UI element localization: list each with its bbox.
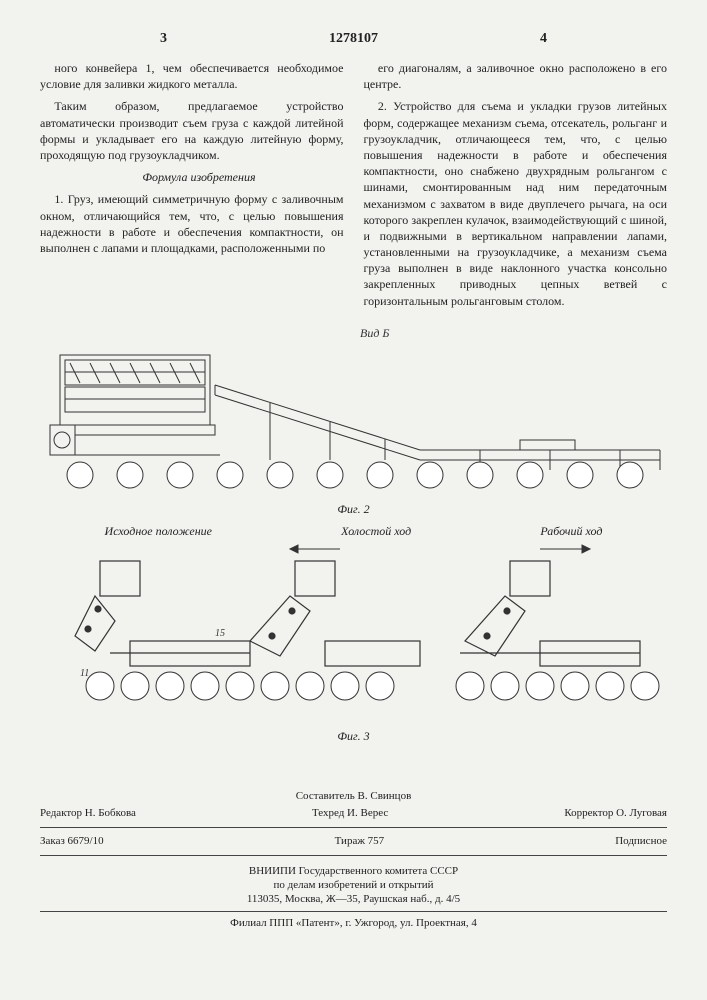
compiler: Составитель В. Свинцов [40, 789, 667, 804]
publisher-line-1: ВНИИПИ Государственного комитета СССР [40, 864, 667, 878]
corrector: Корректор О. Луговая [564, 806, 667, 821]
subscription: Подписное [615, 834, 667, 849]
page: 3 1278107 4 ного конвейера 1, чем обеспе… [0, 0, 707, 1000]
publisher: ВНИИПИ Государственного комитета СССР по… [40, 860, 667, 930]
svg-text:11: 11 [80, 668, 89, 679]
footer: Составитель В. Свинцов Редактор Н. Бобко… [40, 789, 667, 930]
fig3-label-3: Рабочий ход [540, 523, 602, 539]
publisher-line-2: по делам изобретений и открытий [40, 878, 667, 892]
svg-text:15: 15 [215, 628, 225, 639]
right-paragraph-1: его диагоналям, а заливочное окно распол… [364, 60, 668, 92]
page-number-right: 4 [540, 30, 547, 49]
figure-3: Исходное положение Холостой ход Рабочий … [40, 523, 667, 744]
publisher-line-3: 113035, Москва, Ж—35, Раушская наб., д. … [40, 892, 667, 906]
claim-2: 2. Устройство для съема и укладки грузов… [364, 98, 668, 308]
text-columns: ного конвейера 1, чем обеспечивается нео… [40, 60, 667, 315]
right-column: его диагоналям, а заливочное окно распол… [364, 60, 668, 315]
fig3-rollers-right [456, 672, 659, 700]
left-column: ного конвейера 1, чем обеспечивается нео… [40, 60, 344, 315]
claim-1: 1. Груз, имеющий симметричную форму с за… [40, 191, 344, 256]
figure-3-caption: Фиг. 3 [40, 728, 667, 744]
fig3-label-1: Исходное положение [105, 523, 212, 539]
figure-2-svg: Вид Б [40, 325, 667, 495]
figure-2: Вид Б [40, 325, 667, 517]
editor: Редактор Н. Бобкова [40, 806, 136, 821]
formula-title: Формула изобретения [40, 169, 344, 185]
page-number-left: 3 [160, 30, 167, 49]
fig3-label-2: Холостой ход [341, 523, 411, 539]
fig3-labels: Исходное положение Холостой ход Рабочий … [40, 523, 667, 539]
credits-row: Редактор Н. Бобкова Техред И. Верес Корр… [40, 804, 667, 823]
figure-2-caption: Фиг. 2 [40, 501, 667, 517]
left-paragraph-1: ного конвейера 1, чем обеспечивается нео… [40, 60, 344, 92]
fig3-rollers-left [86, 672, 394, 700]
order-row: Заказ 6679/10 Тираж 757 Подписное [40, 832, 667, 851]
techred: Техред И. Верес [312, 806, 388, 821]
fig2-view-label: Вид Б [360, 326, 389, 340]
document-number: 1278107 [329, 30, 378, 49]
tirazh: Тираж 757 [335, 834, 385, 849]
header-row: 3 1278107 4 [40, 30, 667, 50]
figure-3-svg: 11 15 [40, 541, 667, 721]
left-paragraph-2: Таким образом, предлагаемое устройство а… [40, 98, 344, 163]
order-number: Заказ 6679/10 [40, 834, 104, 849]
fig2-rollers [67, 462, 643, 488]
publisher-line-4: Филиал ППП «Патент», г. Ужгород, ул. Про… [40, 916, 667, 930]
